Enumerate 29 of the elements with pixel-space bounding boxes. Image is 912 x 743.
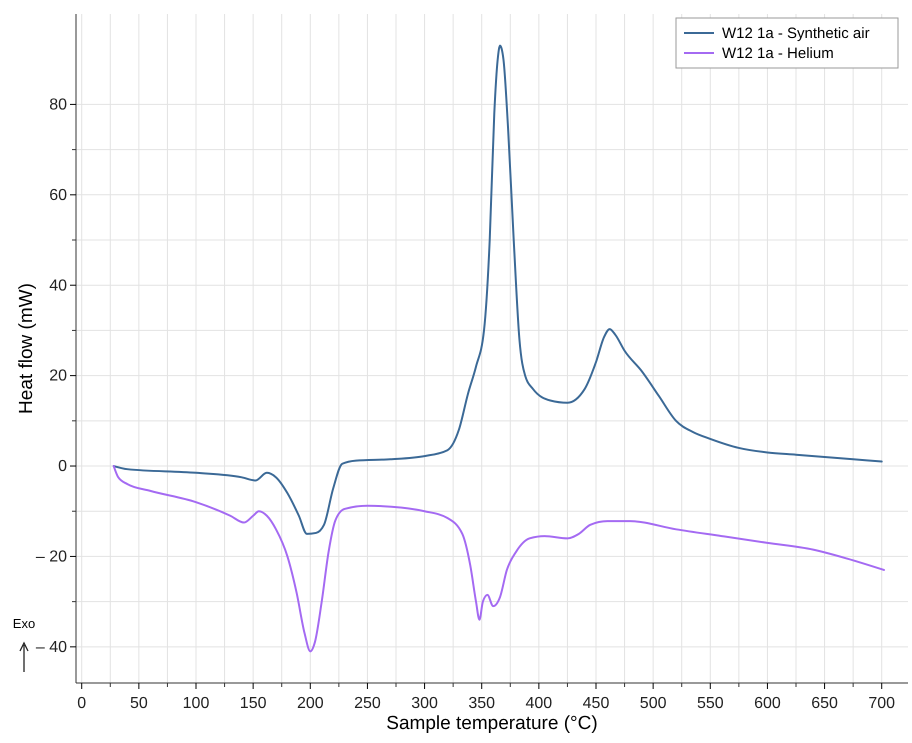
y-tick-label: 40 <box>49 277 68 294</box>
x-tick-label: 150 <box>240 695 267 712</box>
x-tick-label: 350 <box>468 695 496 712</box>
x-tick-label: 200 <box>296 695 324 712</box>
x-tick-label: 450 <box>582 695 610 712</box>
text: Exo <box>12 616 36 631</box>
x-tick-label: 50 <box>130 695 148 712</box>
line-series <box>112 465 885 652</box>
x-tick-label: 500 <box>640 695 667 712</box>
x-tick-label: 300 <box>411 695 438 712</box>
x-tick-label: 100 <box>182 695 210 712</box>
y-tick-label: 0 <box>58 458 68 476</box>
legend-label: W12 1a - Synthetic air <box>722 25 870 42</box>
x-tick-label: 700 <box>868 695 896 712</box>
x-tick-label: 650 <box>811 695 838 712</box>
y-tick-label: – 40 <box>36 638 68 656</box>
y-axis-title: Heat flow (mW) <box>16 283 37 414</box>
x-tick-label: 550 <box>696 695 724 712</box>
line-series <box>112 44 883 535</box>
legend-label: W12 1a - Helium <box>722 45 834 62</box>
y-tick-label: – 20 <box>36 548 68 566</box>
y-tick-label: 60 <box>49 186 68 204</box>
x-tick-label: 600 <box>754 695 781 712</box>
y-tick-label: 20 <box>49 368 68 385</box>
x-axis-title: Sample temperature (°C) <box>386 713 598 734</box>
x-tick-label: 250 <box>354 695 381 712</box>
x-tick-label: 400 <box>526 695 552 712</box>
x-tick-label: 0 <box>77 695 86 712</box>
y-tick-label: 80 <box>49 96 68 114</box>
